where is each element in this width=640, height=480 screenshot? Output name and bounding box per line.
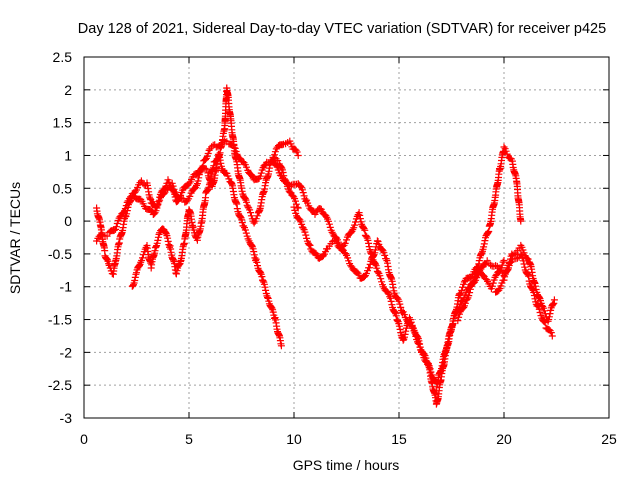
- x-axis-label: GPS time / hours: [293, 457, 400, 473]
- y-tick-label: 2.5: [53, 49, 73, 65]
- x-tick-label: 25: [601, 431, 617, 447]
- x-tick-label: 10: [286, 431, 302, 447]
- series-track-g: [492, 241, 558, 325]
- series-track-c: [128, 150, 285, 350]
- point-markers: [454, 143, 525, 325]
- point-markers: [290, 203, 556, 391]
- y-tick-label: -2: [60, 344, 73, 360]
- x-tick-label: 0: [80, 431, 88, 447]
- data-points: [93, 84, 558, 408]
- point-markers: [128, 150, 285, 350]
- y-tick-label: 0: [64, 213, 72, 229]
- grid-lines: [84, 57, 609, 418]
- point-markers: [492, 241, 558, 325]
- y-tick-label: -1.5: [48, 312, 72, 328]
- y-tick-label: 1: [64, 147, 72, 163]
- y-tick-label: -1: [60, 279, 73, 295]
- y-tick-label: -3: [60, 410, 73, 426]
- y-tick-label: 2: [64, 82, 72, 98]
- x-tick-label: 5: [185, 431, 193, 447]
- x-tick-label: 20: [496, 431, 512, 447]
- x-tick-label: 15: [391, 431, 407, 447]
- y-tick-label: -0.5: [48, 246, 72, 262]
- series-track-b: [93, 136, 302, 245]
- y-tick-label: -2.5: [48, 377, 72, 393]
- chart-title: Day 128 of 2021, Sidereal Day-to-day VTE…: [78, 21, 606, 37]
- y-tick-label: 1.5: [53, 115, 73, 131]
- plot-frame: [83, 56, 610, 419]
- y-tick-label: 0.5: [53, 180, 73, 196]
- axis-ticks: 0 5 10 15 20 25 2.5 2 1.5 1 0.5 0 -0.5 -1 -1.5 -2 -2.5 -3: [48, 49, 617, 447]
- y-axis-label: SDTVAR / TECUs: [7, 182, 23, 294]
- point-markers: [93, 136, 302, 245]
- series-track-e: [290, 203, 556, 391]
- series-track-f: [454, 143, 525, 325]
